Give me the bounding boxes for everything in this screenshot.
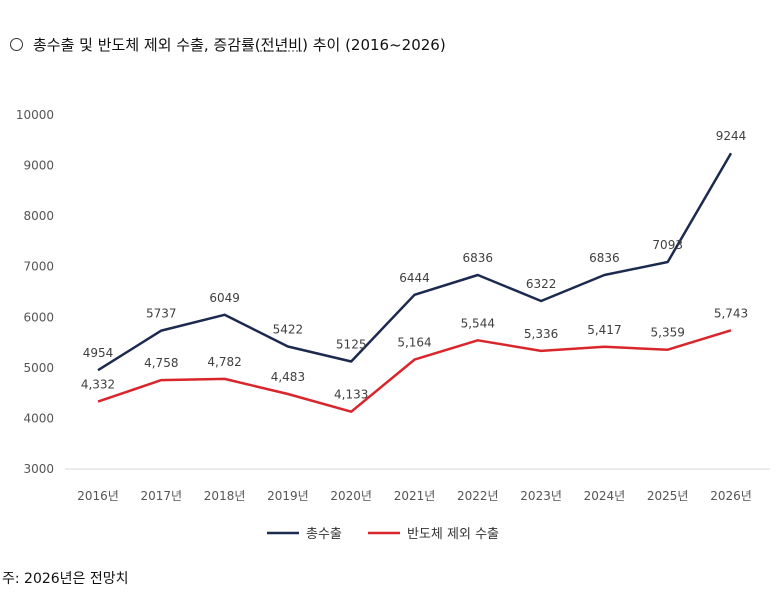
y-tick-label: 3000 [23, 462, 54, 476]
data-label: 4,782 [207, 355, 241, 369]
x-tick-label: 2026년 [710, 489, 752, 503]
data-label: 5422 [273, 323, 304, 337]
x-tick-label: 2016년 [77, 489, 119, 503]
footnote: 주: 2026년은 전망치 [2, 571, 129, 587]
x-tick-label: 2018년 [204, 489, 246, 503]
y-tick-label: 6000 [23, 310, 54, 324]
data-label: 5,336 [524, 327, 558, 341]
total-exports-line [97, 152, 733, 372]
x-tick-label: 2024년 [584, 489, 626, 503]
non-semiconductor-exports-line [97, 329, 732, 413]
data-label: 5,544 [461, 316, 495, 330]
legend-label: 총수출 [306, 527, 342, 542]
data-label: 6836 [589, 251, 620, 265]
x-tick-label: 2021년 [394, 489, 436, 503]
x-tick-label: 2022년 [457, 489, 499, 503]
data-label: 5,359 [651, 326, 685, 340]
title-prefix: 총수출 및 반도체 제외 수출, 증감률( [33, 36, 261, 54]
x-tick-label: 2020년 [330, 489, 372, 503]
x-tick-label: 2017년 [141, 489, 183, 503]
y-tick-label: 5000 [23, 361, 54, 375]
data-label: 6836 [463, 251, 494, 265]
data-label: 5,164 [397, 336, 431, 350]
data-label: 4,758 [144, 356, 178, 370]
data-label: 4954 [83, 346, 114, 360]
data-label: 4,133 [334, 388, 368, 402]
y-tick-label: 9000 [23, 159, 54, 173]
data-label: 6049 [209, 291, 240, 305]
data-label: 5125 [336, 338, 367, 352]
x-tick-label: 2023년 [520, 489, 562, 503]
y-tick-label: 8000 [23, 209, 54, 223]
data-label: 6322 [526, 277, 557, 291]
y-tick-label: 4000 [23, 411, 54, 425]
title-underlined: 전년비 [260, 36, 303, 54]
legend-label: 반도체 제외 수출 [407, 527, 499, 542]
data-label: 7093 [652, 238, 683, 252]
x-tick-label: 2019년 [267, 489, 309, 503]
title-suffix: ) 추이 (2016~2026) [302, 36, 446, 54]
data-label: 5,417 [587, 323, 621, 337]
data-label: 4,483 [271, 370, 305, 384]
x-tick-label: 2025년 [647, 489, 689, 503]
y-tick-label: 10000 [16, 108, 54, 122]
circle-icon [10, 38, 23, 51]
data-label: 9244 [716, 129, 747, 143]
chart-title: 총수출 및 반도체 제외 수출, 증감률(전년비) 추이 (2016~2026) [10, 34, 446, 55]
y-tick-label: 7000 [23, 260, 54, 274]
data-label: 4,332 [81, 378, 115, 392]
data-label: 6444 [399, 271, 430, 285]
data-label: 5,743 [714, 306, 748, 320]
data-label: 5737 [146, 307, 177, 321]
